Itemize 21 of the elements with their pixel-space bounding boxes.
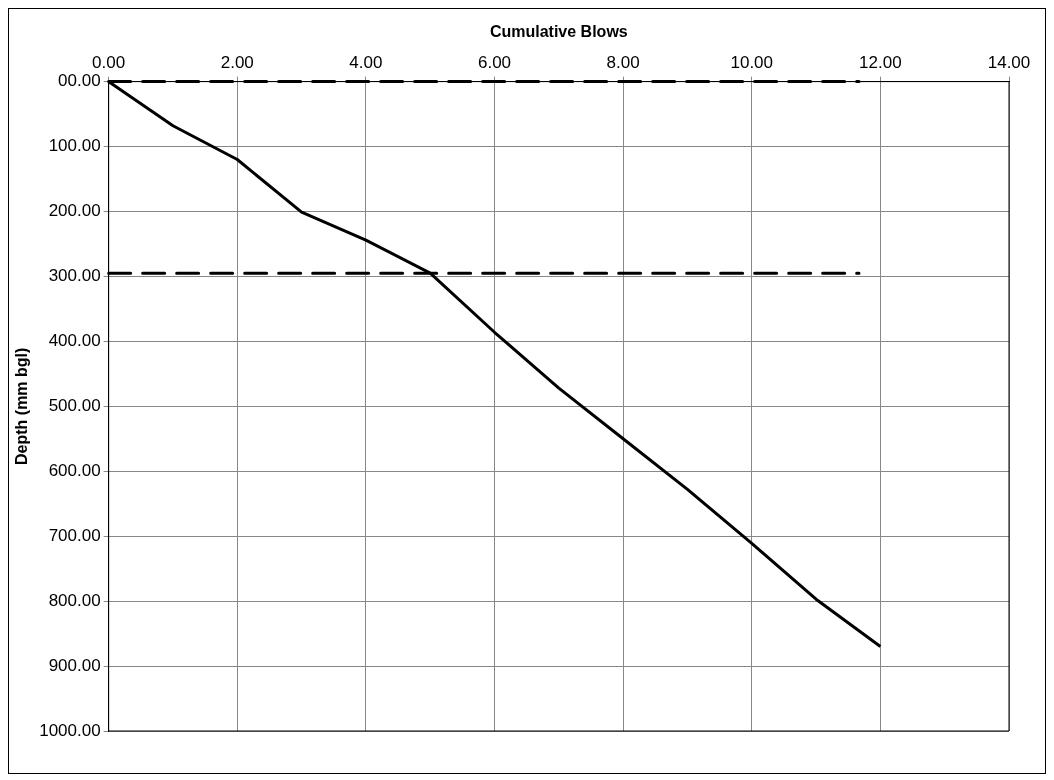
x-tick-label: 4.00 bbox=[349, 53, 383, 73]
y-axis-title: Depth (mm bgl) bbox=[13, 347, 31, 465]
x-tick-label: 2.00 bbox=[220, 53, 254, 73]
x-tick-label: 0.00 bbox=[92, 53, 126, 73]
y-tick-label: 800.00 bbox=[48, 590, 101, 610]
y-tick-label: 300.00 bbox=[48, 266, 101, 286]
y-tick-label: 900.00 bbox=[48, 655, 101, 675]
y-tick-label: 100.00 bbox=[48, 136, 101, 156]
x-tick-label: 14.00 bbox=[987, 53, 1031, 73]
y-tick-label: 500.00 bbox=[48, 395, 101, 415]
y-tick-label: 600.00 bbox=[48, 460, 101, 480]
y-tick-label: 200.00 bbox=[48, 201, 101, 221]
x-axis-title: Cumulative Blows bbox=[489, 23, 628, 41]
x-tick-label: 8.00 bbox=[606, 53, 640, 73]
y-tick-label: 1000.00 bbox=[39, 720, 101, 740]
y-tick-label: 400.00 bbox=[48, 331, 101, 351]
y-tick-label: 00.00 bbox=[58, 71, 101, 91]
x-tick-label: 6.00 bbox=[477, 53, 512, 73]
y-tick-label: 700.00 bbox=[48, 525, 101, 545]
x-tick-label: 12.00 bbox=[859, 53, 902, 73]
x-tick-label: 10.00 bbox=[730, 53, 774, 73]
